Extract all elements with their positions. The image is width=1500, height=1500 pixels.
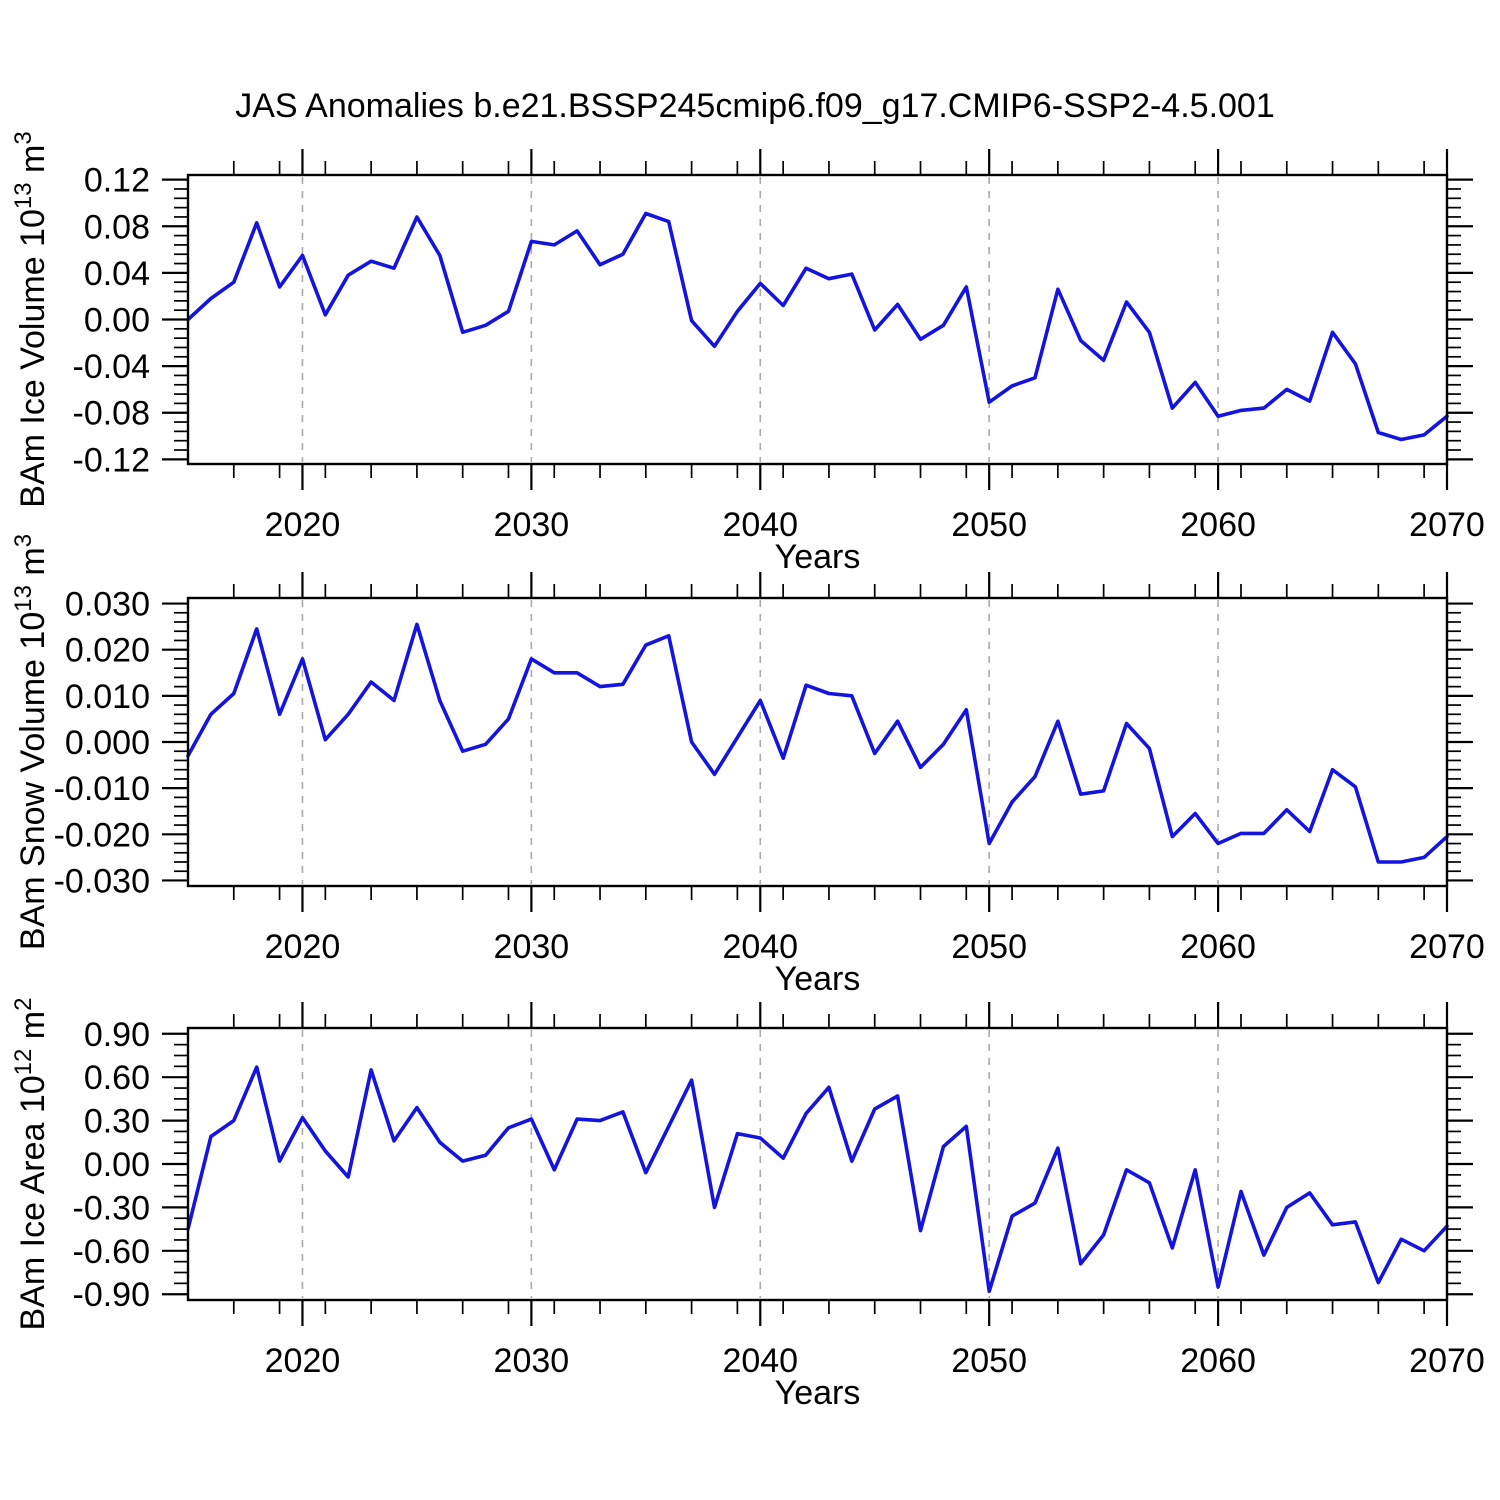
- x-tick-label: 2050: [951, 928, 1027, 966]
- y-tick-label: 0.90: [84, 1016, 150, 1054]
- y-tick-label: -0.04: [73, 348, 151, 386]
- x-tick-label: 2070: [1409, 928, 1485, 966]
- x-tick-label: 2020: [265, 928, 341, 966]
- x-tick-label: 2070: [1409, 506, 1485, 544]
- x-tick-label: 2020: [265, 506, 341, 544]
- y-tick-label: -0.030: [54, 862, 150, 900]
- y-tick-label: 0.04: [84, 255, 150, 293]
- y-tick-label: 0.030: [65, 586, 150, 624]
- panel-ice-area: 2020 2030 2040 2050 2060 2070 -0.90 -0.60 -0.30 0…: [10, 998, 1485, 1412]
- x-axis-title: Years: [775, 960, 861, 998]
- x-tick-label: 2030: [494, 506, 570, 544]
- x-tick-label: 2070: [1409, 1342, 1485, 1380]
- axes-frame: [186, 173, 1449, 466]
- y-axis-title: BAm Snow Volume 1013 m3: [10, 534, 52, 950]
- axes-frame: [186, 596, 1449, 888]
- x-tick-label: 2030: [494, 1342, 570, 1380]
- y-tick-label: 0.60: [84, 1059, 150, 1097]
- x-axis-title: Years: [775, 538, 861, 576]
- y-tick-label: 0.020: [65, 632, 150, 670]
- y-tick-label: -0.90: [73, 1276, 151, 1314]
- data-line-snow-volume: [186, 622, 1449, 864]
- y-tick-label: -0.08: [73, 395, 151, 433]
- x-tick-label: 2020: [265, 1342, 341, 1380]
- y-tick-label: -0.60: [73, 1233, 151, 1271]
- y-axis-title: BAm Ice Volume 1013 m3: [10, 131, 52, 507]
- y-tick-label: 0.00: [84, 1146, 150, 1184]
- axes-frame: [186, 1026, 1449, 1302]
- x-tick-label: 2040: [722, 506, 798, 544]
- y-tick-label: 0.12: [84, 162, 150, 200]
- x-tick-label: 2040: [722, 1342, 798, 1380]
- y-tick-label: 0.010: [65, 678, 150, 716]
- data-line-ice-volume: [186, 211, 1449, 442]
- y-tick-label: 0.000: [65, 724, 150, 762]
- y-tick-label: 0.00: [84, 302, 150, 340]
- x-tick-label: 2050: [951, 506, 1027, 544]
- y-axis-title: BAm Ice Area 1012 m2: [10, 998, 52, 1331]
- panel-snow-volume: 2020 2030 2040 2050 2060 2070 -0.030 -0.020 -0.0…: [10, 534, 1485, 998]
- chart-title: JAS Anomalies b.e21.BSSP245cmip6.f09_g17…: [235, 87, 1275, 125]
- y-tick-label: -0.020: [54, 816, 150, 854]
- x-tick-label: 2060: [1180, 928, 1256, 966]
- x-tick-label: 2060: [1180, 506, 1256, 544]
- y-tick-label: -0.30: [73, 1189, 151, 1227]
- panel-ice-volume: 2020 2030 2040 2050 2060 2070 -0.12 -0.08 -0.04 0…: [10, 131, 1485, 576]
- x-tick-label: 2030: [494, 928, 570, 966]
- x-tick-label: 2060: [1180, 1342, 1256, 1380]
- x-axis-title: Years: [775, 1374, 861, 1412]
- y-tick-label: -0.12: [73, 441, 151, 479]
- y-tick-label: -0.010: [54, 770, 150, 808]
- y-tick-label: 0.08: [84, 208, 150, 246]
- x-tick-label: 2050: [951, 1342, 1027, 1380]
- data-line-ice-area: [186, 1065, 1449, 1294]
- y-tick-label: 0.30: [84, 1103, 150, 1141]
- x-tick-label: 2040: [722, 928, 798, 966]
